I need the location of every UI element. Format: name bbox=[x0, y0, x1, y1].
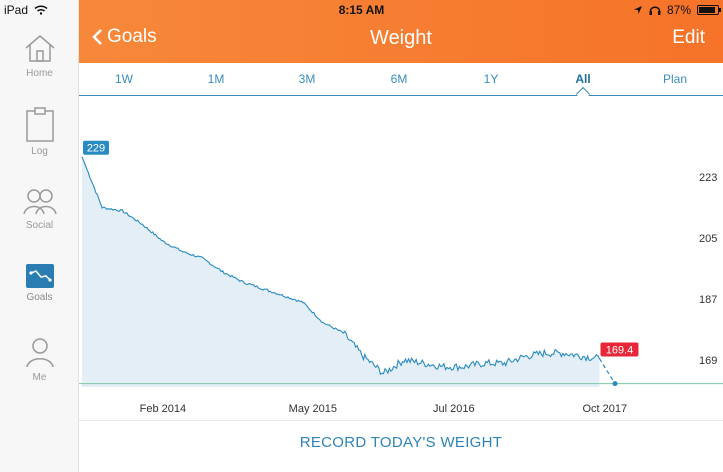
tab-plan[interactable]: Plan bbox=[662, 72, 688, 86]
tab-3m[interactable]: 3M bbox=[298, 72, 316, 86]
back-button[interactable]: Goals bbox=[91, 26, 157, 48]
battery-percent: 87% bbox=[666, 3, 691, 17]
battery-fill bbox=[699, 7, 715, 13]
current-weight-badge bbox=[600, 342, 639, 357]
status-left: iPad bbox=[4, 3, 48, 17]
tab-1m[interactable]: 1M bbox=[207, 72, 225, 86]
status-time: 8:15 AM bbox=[338, 3, 385, 17]
y-tick-label: 169 bbox=[699, 355, 717, 367]
tab-1w[interactable]: 1W bbox=[115, 72, 133, 86]
back-label: Goals bbox=[107, 26, 157, 47]
weight-chart-svg: 223 205 187 169 Feb 2014 May 2015 Jul 2016 Oct … bbox=[79, 140, 723, 415]
wifi-icon bbox=[34, 5, 48, 15]
weight-chart: 223 205 187 169 Feb 2014 May 2015 Jul 2016 Oct … bbox=[79, 97, 723, 420]
x-tick-label: May 2015 bbox=[289, 403, 337, 415]
weight-area-fill bbox=[82, 156, 600, 387]
tab-all[interactable]: All bbox=[575, 72, 591, 86]
sidebar-item-label: Me bbox=[32, 372, 47, 383]
status-right: 87% bbox=[633, 3, 721, 17]
goal-point bbox=[612, 381, 618, 387]
sidebar-item-home[interactable]: Home bbox=[0, 32, 79, 92]
battery-icon bbox=[697, 5, 721, 15]
device-label: iPad bbox=[4, 3, 29, 17]
start-weight-label: 229 bbox=[87, 143, 105, 155]
clipboard-icon bbox=[25, 107, 54, 142]
record-weight-button[interactable]: RECORD TODAY'S WEIGHT bbox=[299, 434, 503, 451]
social-icon bbox=[22, 189, 57, 215]
sidebar-item-label: Home bbox=[26, 68, 53, 79]
y-tick-label: 223 bbox=[699, 172, 717, 184]
projection-line bbox=[598, 358, 616, 384]
sidebar-item-me[interactable]: Me bbox=[0, 336, 79, 396]
goals-icon bbox=[25, 264, 54, 288]
person-icon bbox=[25, 338, 54, 368]
y-tick-label: 187 bbox=[699, 294, 717, 306]
x-tick-label: Jul 2016 bbox=[433, 403, 475, 415]
page-title: Weight bbox=[370, 27, 432, 49]
sidebar: Home Log Social Goals bbox=[0, 0, 79, 472]
record-bar: RECORD TODAY'S WEIGHT bbox=[79, 420, 723, 472]
range-tabs: 1W 1M 3M 6M 1Y All Plan bbox=[79, 63, 723, 102]
sidebar-item-social[interactable]: Social bbox=[0, 186, 79, 246]
sidebar-item-label: Social bbox=[25, 220, 54, 231]
header-bar: Goals Weight Edit bbox=[79, 0, 723, 63]
location-arrow-icon bbox=[633, 6, 642, 14]
weight-series-line bbox=[81, 156, 600, 376]
current-weight-label: 169.4 bbox=[606, 345, 634, 357]
headphones-icon bbox=[649, 6, 661, 15]
sidebar-item-label: Goals bbox=[26, 292, 53, 303]
edit-button[interactable]: Edit bbox=[672, 27, 705, 48]
home-icon bbox=[25, 35, 54, 62]
y-tick-label: 205 bbox=[699, 233, 717, 245]
start-weight-badge bbox=[83, 140, 109, 155]
sidebar-item-log[interactable]: Log bbox=[0, 106, 79, 166]
sidebar-item-label: Log bbox=[31, 146, 48, 157]
tab-6m[interactable]: 6M bbox=[390, 72, 408, 86]
sidebar-item-goals[interactable]: Goals bbox=[0, 264, 79, 324]
x-tick-label: Oct 2017 bbox=[582, 403, 627, 415]
tab-1y[interactable]: 1Y bbox=[483, 72, 499, 86]
x-tick-label: Feb 2014 bbox=[140, 403, 186, 415]
chevron-left-icon bbox=[92, 29, 102, 45]
